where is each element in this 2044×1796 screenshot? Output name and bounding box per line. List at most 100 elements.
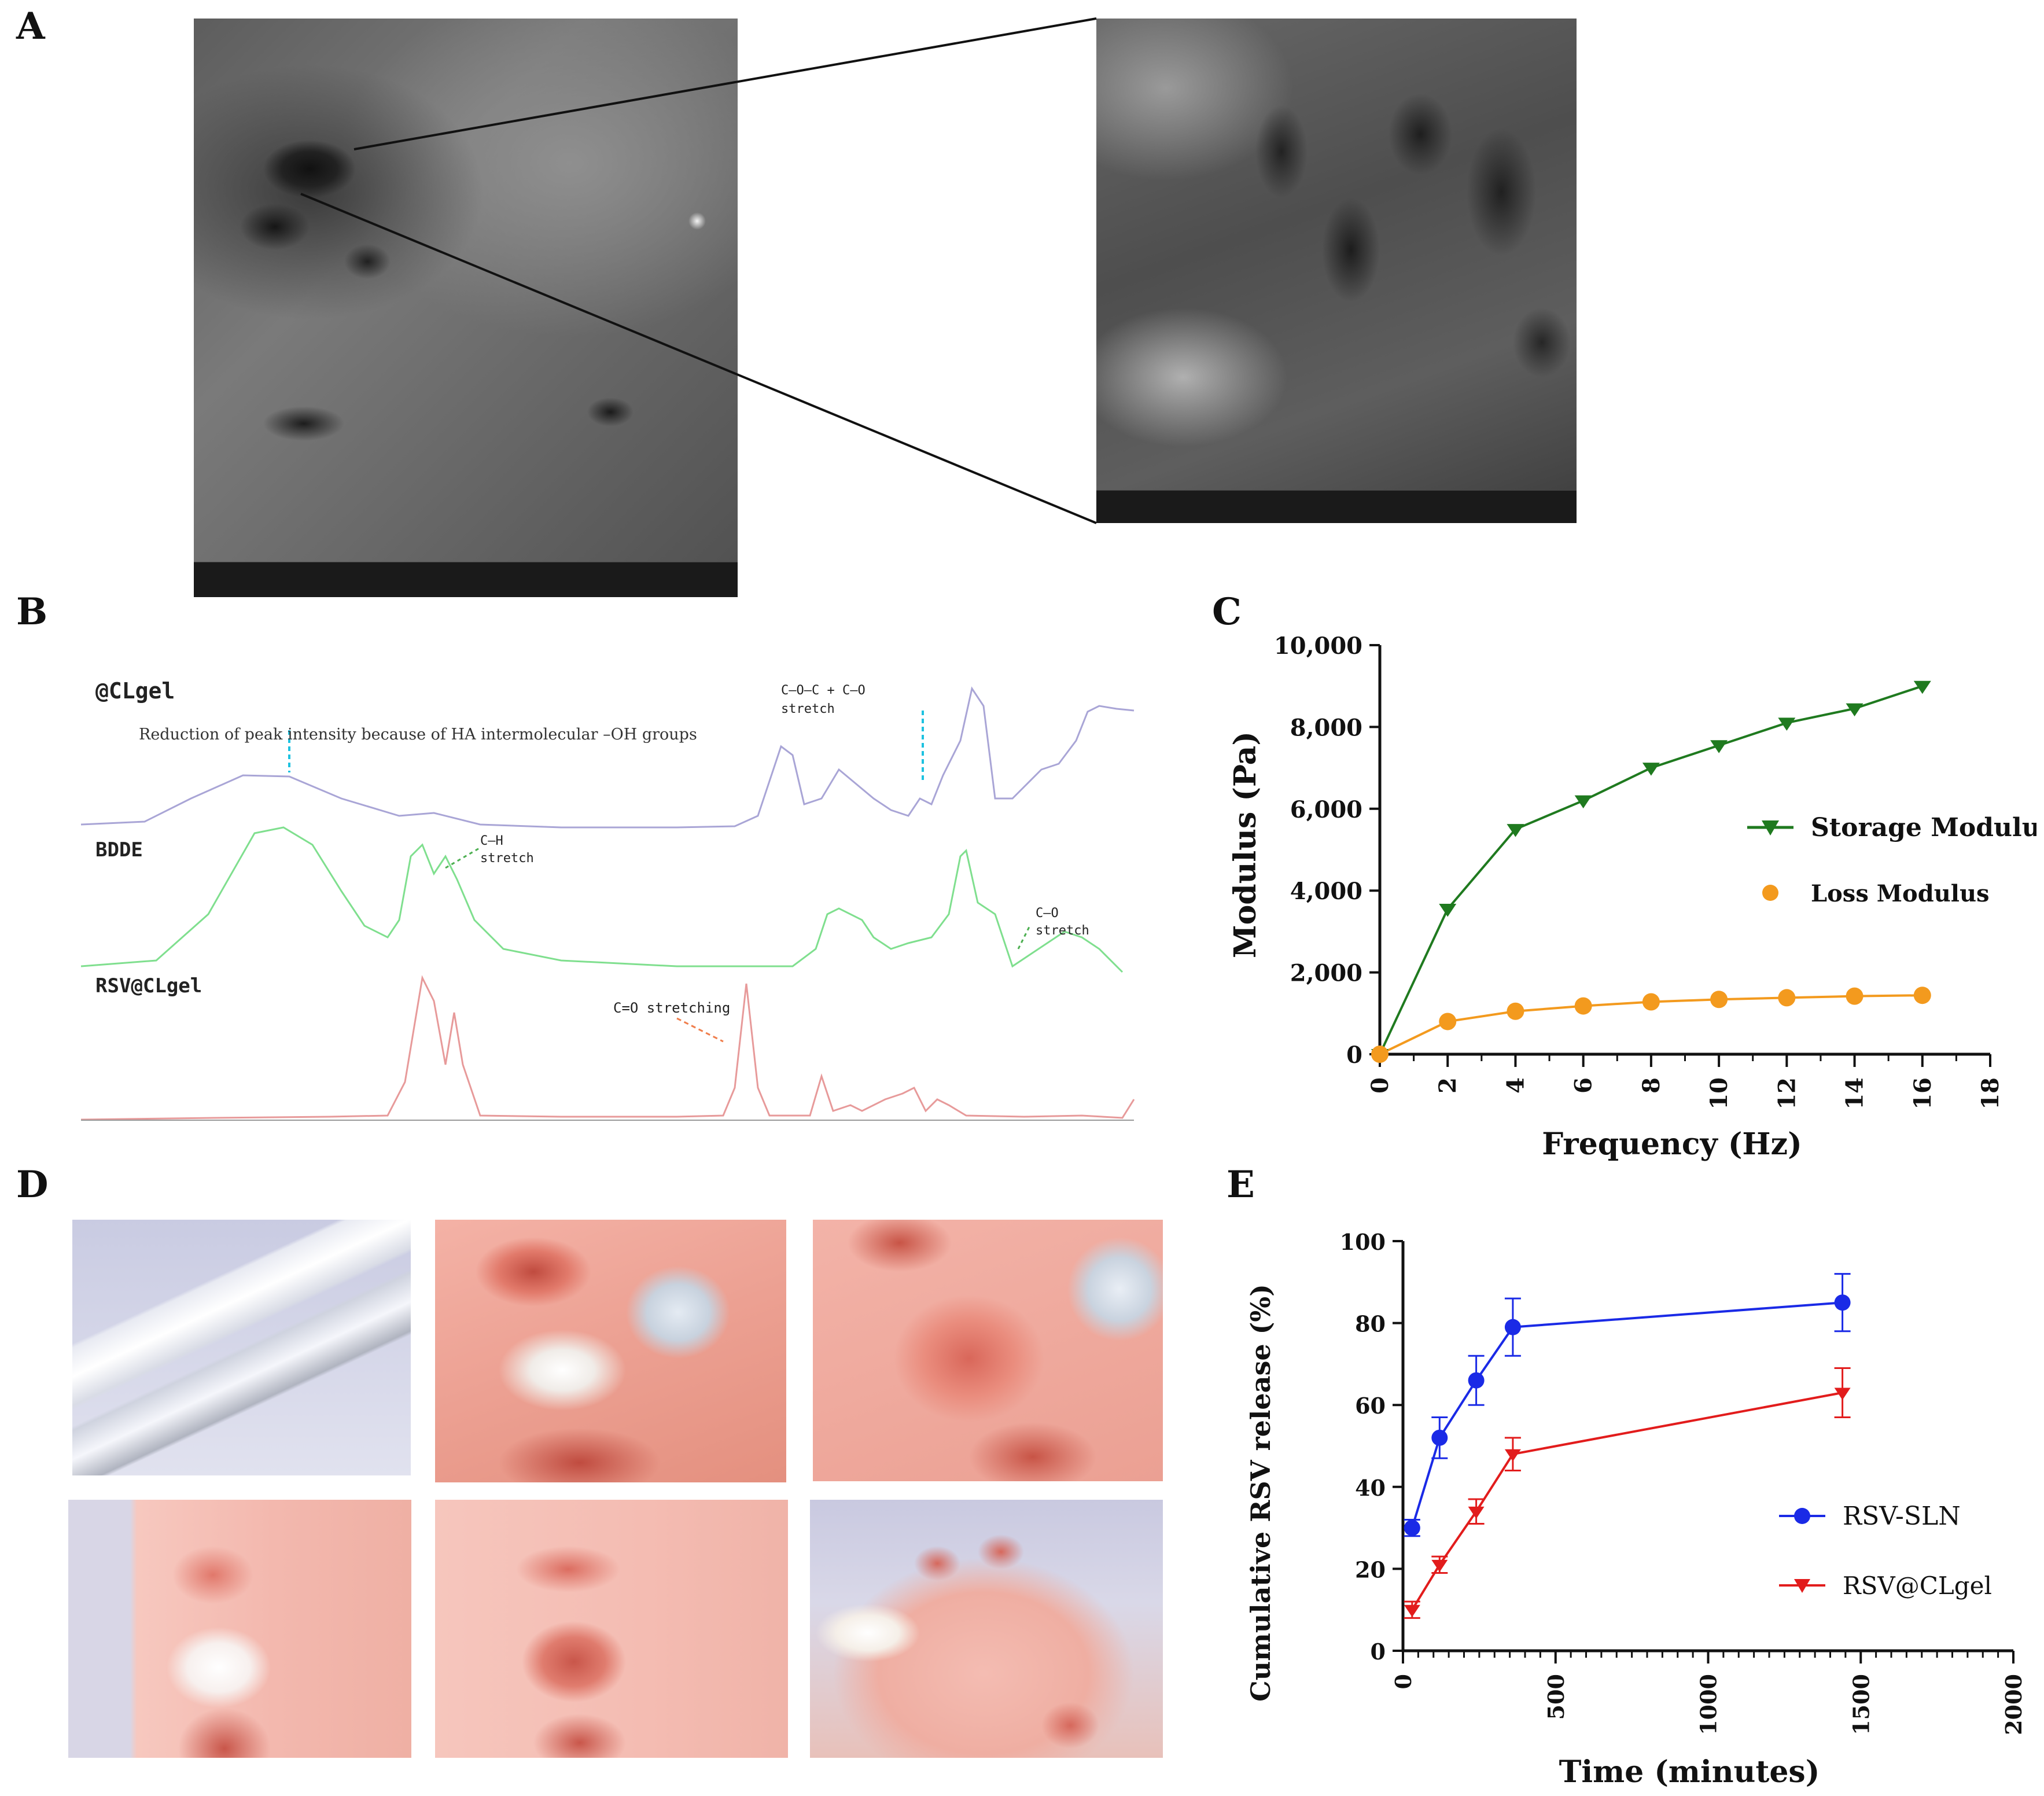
panel-label-a: A: [16, 5, 45, 48]
c-x-tick-label: 14: [1842, 1077, 1869, 1110]
panel-c-chart: 0 2,000 4,000 6,000 8,000 10,000 0 2 4 6 8 10 12 14 16…: [1228, 632, 2036, 1162]
c-point-0: [1642, 763, 1660, 776]
e-y-tick-label: 100: [1340, 1229, 1386, 1255]
c-point-1: [1846, 987, 1863, 1005]
c-point-1: [1710, 991, 1728, 1009]
e-y-tick-label: 20: [1355, 1556, 1386, 1582]
panel-b-ftir: @CLgel Reduction of peak intensity becau…: [80, 678, 1135, 1121]
c-x-tick-label: 8: [1638, 1077, 1665, 1094]
e-point-1: [1431, 1559, 1448, 1572]
c-x-tick-label: 12: [1773, 1077, 1800, 1110]
annotation-ch-2: stretch: [480, 851, 534, 866]
co-leader: [1017, 925, 1031, 949]
c-y-tick-label: 0: [1346, 1041, 1362, 1069]
trace-label-clgel: @CLgel: [95, 678, 175, 704]
e-legend: RSV-SLN RSV@CLgel: [1779, 1501, 1992, 1600]
e-x-tick-label: 500: [1543, 1674, 1569, 1720]
e-legend-marker-sln: [1794, 1508, 1810, 1524]
c-x-tick-label: 18: [1977, 1077, 2004, 1110]
ftir-line-clgel: [80, 686, 1135, 829]
e-y-tick-label: 80: [1355, 1311, 1386, 1337]
trace-label-rsv-clgel: RSV@CLgel: [95, 974, 202, 998]
c-x-tick-label: 16: [1909, 1077, 1936, 1110]
panel-label-c: C: [1212, 590, 1242, 634]
e-point-0: [1404, 1519, 1420, 1536]
ftir-line-rsv-clgel: [80, 975, 1135, 1121]
photo-jaw-socket: [435, 1500, 788, 1758]
e-x-tick-label: 1500: [1848, 1674, 1874, 1735]
c-y-tick-label: 4,000: [1290, 878, 1362, 905]
c-ylabel: Modulus (Pa): [1228, 731, 1263, 958]
c-point-1: [1439, 1013, 1457, 1031]
c-point-0: [1439, 904, 1457, 917]
sem-image-high-mag: [1096, 19, 1577, 523]
c-x-tick-label: 0: [1367, 1077, 1394, 1094]
c-xlabel: Frequency (Hz): [1542, 1127, 1802, 1162]
e-point-0: [1468, 1372, 1485, 1389]
ftir-trace-bdde: BDDE C–H stretch C–O stretch: [80, 826, 1124, 973]
e-point-1: [1504, 1449, 1521, 1462]
c-legend-marker-storage: [1762, 820, 1779, 836]
photo-jaw-overview: [810, 1500, 1163, 1758]
annotation-ch-1: C–H: [480, 834, 503, 848]
e-y-tick-label: 40: [1355, 1475, 1386, 1501]
annotation-co-1: C–O: [1036, 906, 1059, 921]
photo-syringe: [72, 1220, 411, 1475]
e-y-tick-label: 60: [1355, 1393, 1386, 1419]
c-point-0: [1778, 717, 1796, 731]
sem-scale-bar-high: [1096, 490, 1577, 523]
e-point-0: [1431, 1429, 1448, 1446]
e-legend-sln: RSV-SLN: [1843, 1501, 1961, 1531]
panel-label-d: D: [16, 1163, 49, 1206]
c-y-tick-label: 2,000: [1290, 960, 1362, 987]
e-x-tick-label: 1000: [1696, 1674, 1722, 1735]
photo-jaw-filled: [68, 1500, 411, 1758]
annotation-coc-1: C–O–C + C–O: [781, 683, 866, 698]
e-point-0: [1834, 1294, 1851, 1311]
c-legend: Storage Modulus Loss Modulus: [1747, 813, 2036, 907]
ftir-line-bdde: [80, 826, 1124, 973]
c-point-0: [1913, 680, 1931, 694]
trace-label-bdde: BDDE: [95, 838, 143, 862]
e-x-tick-label: 2000: [2001, 1674, 2027, 1735]
e-legend-gel: RSV@CLgel: [1843, 1572, 1992, 1600]
photo-gel-socket: [813, 1220, 1163, 1481]
c-x-tick-label: 4: [1502, 1077, 1529, 1094]
c-point-0: [1846, 703, 1863, 717]
c-point-1: [1778, 989, 1796, 1007]
c-x-tick-label: 2: [1434, 1077, 1461, 1094]
annotation-c-o-stretching: C=O stretching: [613, 1000, 730, 1016]
c-point-1: [1574, 997, 1592, 1015]
ftir-trace-rsv-clgel: RSV@CLgel C=O stretching: [80, 974, 1135, 1121]
e-legend-marker-gel: [1794, 1579, 1810, 1593]
annotation-oh: Reduction of peak intensity because of H…: [139, 726, 697, 744]
e-xlabel: Time (minutes): [1559, 1754, 1820, 1790]
annotation-coc-2: stretch: [781, 702, 835, 716]
c-x-tick-label: 10: [1706, 1077, 1733, 1110]
e-x-tick-label: 0: [1390, 1674, 1416, 1689]
c-point-0: [1574, 795, 1592, 809]
c-point-1: [1371, 1046, 1389, 1063]
c-y-tick-label: 8,000: [1290, 714, 1362, 741]
e-y-tick-label: 0: [1371, 1639, 1386, 1665]
c-point-1: [1913, 987, 1931, 1004]
annotation-co-2: stretch: [1036, 923, 1089, 938]
e-point-1: [1404, 1604, 1420, 1617]
c-y-tick-label: 10,000: [1274, 632, 1362, 660]
c-point-1: [1642, 993, 1660, 1011]
e-point-1: [1834, 1388, 1851, 1400]
sem-scale-bar-low: [194, 562, 738, 597]
c-legend-loss: Loss Modulus: [1811, 880, 1990, 907]
c-x-tick-label: 6: [1570, 1077, 1597, 1094]
c-point-0: [1507, 824, 1524, 837]
sem-image-low-mag: [194, 19, 738, 597]
c-y-tick-label: 6,000: [1290, 796, 1362, 823]
c-o-stretching-leader: [676, 1017, 724, 1043]
c-point-0: [1710, 740, 1728, 753]
panel-label-b: B: [16, 590, 48, 634]
e-series-line-0: [1410, 1301, 1843, 1529]
e-ylabel: Cumulative RSV release (%): [1245, 1284, 1276, 1702]
c-legend-storage: Storage Modulus: [1811, 813, 2036, 842]
panel-label-e: E: [1227, 1163, 1255, 1206]
